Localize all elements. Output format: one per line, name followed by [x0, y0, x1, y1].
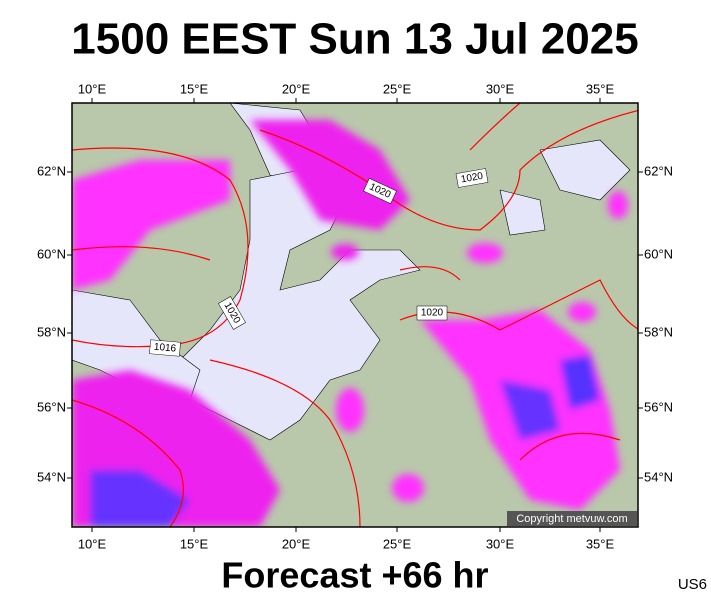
lon-label: 15°E: [180, 81, 209, 96]
lon-label: 20°E: [282, 536, 311, 551]
lon-label: 25°E: [383, 536, 412, 551]
title: 1500 EEST Sun 13 Jul 2025: [71, 15, 638, 64]
isobar-label-box: [218, 296, 246, 330]
isobar-label-box: [363, 177, 397, 205]
isobar-label-text: 1020: [421, 308, 444, 319]
lon-label: 30°E: [486, 81, 515, 96]
copyright-box: [507, 511, 637, 526]
lon-label: 35°E: [586, 81, 615, 96]
lon-label: 15°E: [180, 536, 209, 551]
copyright: Copyright metvuw.com: [516, 513, 627, 525]
lat-label: 62°N: [37, 163, 66, 178]
lat-label: 58°N: [644, 324, 673, 339]
isobar-label: 1020: [455, 168, 489, 188]
isobar-label: 1016: [149, 339, 181, 357]
isobar-label-box: [416, 305, 448, 321]
lat-label: 56°N: [644, 399, 673, 414]
isobar-label: 1020: [363, 177, 397, 205]
lat-label: 60°N: [37, 246, 66, 261]
map-frame: [71, 102, 639, 528]
isobar-label-text: 1020: [460, 171, 484, 186]
lon-label: 10°E: [78, 536, 107, 551]
lat-label: 54°N: [37, 469, 66, 484]
isobar-label: 1020: [416, 305, 448, 321]
lon-label: 35°E: [586, 536, 615, 551]
lat-label: 56°N: [37, 399, 66, 414]
lon-label: 10°E: [78, 81, 107, 96]
product-code: US6: [678, 576, 707, 593]
isobar-label-box: [455, 168, 489, 188]
forecast-label: Forecast +66 hr: [221, 555, 488, 596]
isobar-label-text: 1016: [153, 342, 177, 355]
lon-label: 20°E: [282, 81, 311, 96]
lon-label: 30°E: [486, 536, 515, 551]
isobar-label-box: [149, 339, 181, 357]
precipitation: [72, 120, 628, 527]
lat-label: 58°N: [37, 324, 66, 339]
lon-label: 25°E: [383, 81, 412, 96]
map-area: [72, 103, 638, 527]
lat-label: 60°N: [644, 246, 673, 261]
lat-label: 54°N: [644, 469, 673, 484]
lat-label: 62°N: [644, 163, 673, 178]
